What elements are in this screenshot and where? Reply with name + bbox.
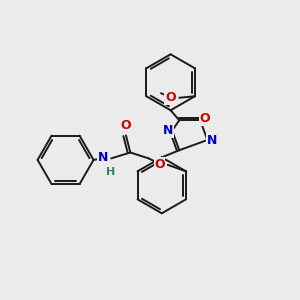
Text: N: N [98, 151, 108, 164]
Text: N: N [163, 124, 173, 137]
Text: O: O [154, 158, 165, 171]
Text: H: H [106, 167, 115, 177]
Text: O: O [165, 91, 176, 104]
Text: N: N [207, 134, 217, 146]
Text: O: O [121, 119, 131, 132]
Text: O: O [199, 112, 210, 125]
